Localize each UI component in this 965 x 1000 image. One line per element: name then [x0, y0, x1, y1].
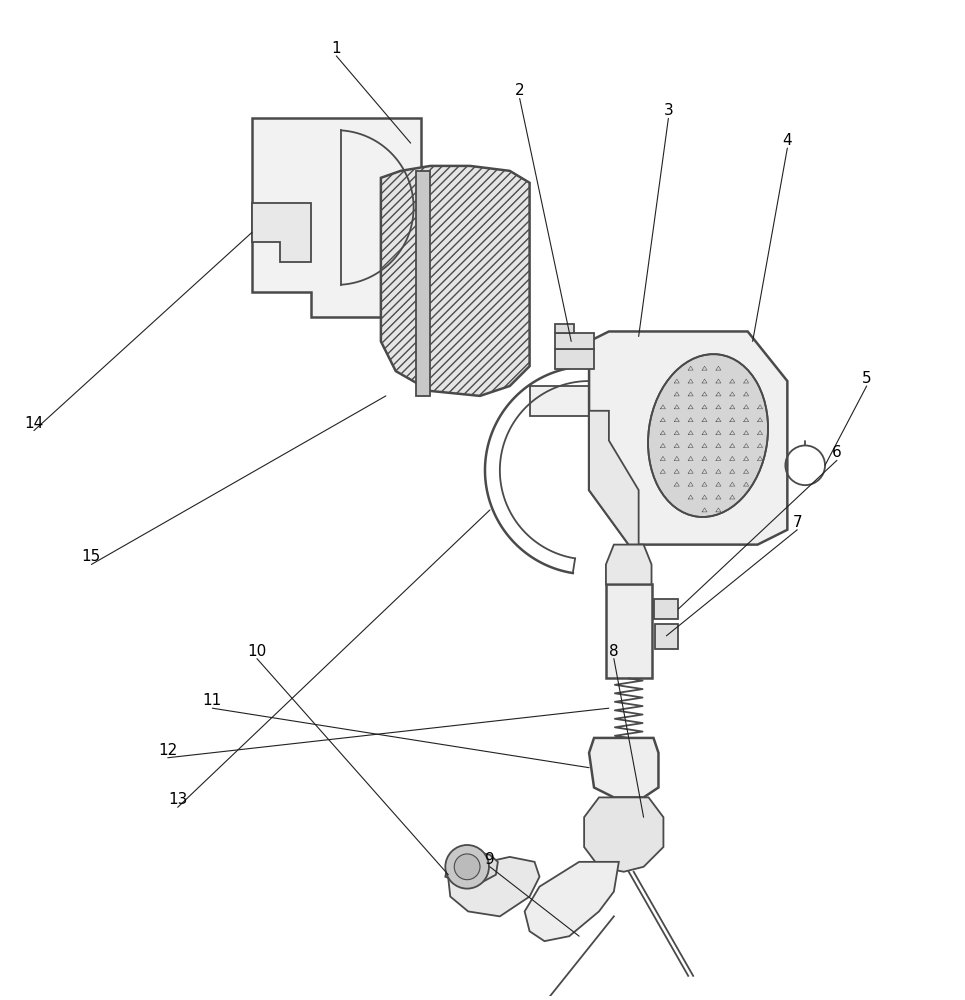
Text: 5: 5	[862, 371, 871, 386]
Text: 15: 15	[82, 549, 101, 564]
Polygon shape	[525, 862, 619, 941]
Polygon shape	[654, 624, 678, 649]
Polygon shape	[653, 599, 678, 619]
Text: 6: 6	[832, 445, 841, 460]
Circle shape	[455, 854, 480, 880]
Polygon shape	[445, 852, 498, 882]
Text: 8: 8	[609, 644, 619, 659]
Text: 12: 12	[158, 743, 178, 758]
Polygon shape	[416, 171, 430, 396]
Polygon shape	[556, 333, 594, 349]
Text: 3: 3	[664, 103, 674, 118]
Ellipse shape	[648, 354, 768, 517]
Polygon shape	[381, 166, 530, 396]
Text: 14: 14	[24, 416, 43, 431]
Text: 10: 10	[247, 644, 266, 659]
Polygon shape	[589, 411, 639, 545]
Polygon shape	[556, 349, 594, 369]
Text: 1: 1	[331, 41, 341, 56]
Polygon shape	[530, 386, 589, 416]
Polygon shape	[589, 331, 787, 545]
Polygon shape	[584, 797, 663, 872]
Polygon shape	[449, 857, 539, 916]
Polygon shape	[589, 738, 658, 797]
Text: 4: 4	[783, 133, 792, 148]
Text: 2: 2	[515, 83, 525, 98]
Text: 7: 7	[792, 515, 802, 530]
Text: 11: 11	[203, 693, 222, 708]
Polygon shape	[252, 203, 312, 262]
Polygon shape	[556, 324, 574, 333]
Polygon shape	[606, 584, 651, 678]
Text: 13: 13	[168, 792, 187, 807]
Polygon shape	[606, 545, 651, 584]
Circle shape	[445, 845, 489, 889]
Text: 9: 9	[485, 852, 495, 867]
Polygon shape	[252, 118, 421, 317]
